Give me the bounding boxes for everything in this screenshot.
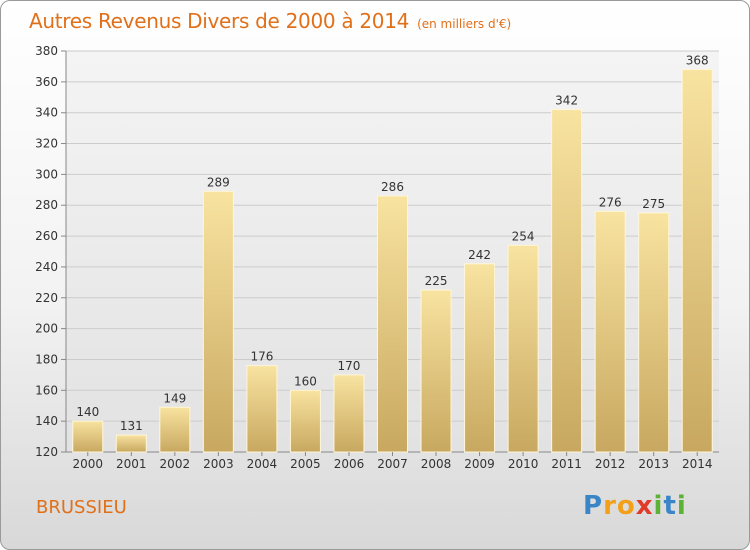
bar-value-label: 286 (381, 180, 404, 194)
logo-letter: x (635, 491, 654, 521)
bar-value-label: 368 (686, 54, 709, 68)
proxiti-logo: Proxiti (583, 491, 687, 521)
x-tick-label: 2001 (116, 457, 147, 471)
bar (246, 365, 278, 453)
x-tick-label: 2012 (595, 457, 626, 471)
logo-letter: P (583, 491, 604, 521)
bar-value-label: 131 (120, 419, 143, 433)
logo-letter: o (616, 491, 636, 521)
bar (159, 406, 191, 453)
y-tick-label: 380 (35, 44, 58, 58)
x-tick-label: 2009 (464, 457, 495, 471)
bar (420, 289, 452, 453)
x-tick-label: 2011 (551, 457, 582, 471)
bar (594, 210, 626, 453)
logo-letter: r (603, 491, 617, 521)
bar-value-label: 276 (599, 195, 622, 209)
bar (551, 109, 583, 453)
x-tick-label: 2010 (508, 457, 539, 471)
y-tick-label: 220 (35, 291, 58, 305)
bar (681, 69, 713, 453)
x-tick-label: 2000 (72, 457, 103, 471)
x-tick-label: 2003 (203, 457, 234, 471)
y-tick-label: 280 (35, 198, 58, 212)
bar (507, 244, 539, 453)
bar-value-label: 225 (425, 274, 448, 288)
x-tick-label: 2002 (160, 457, 191, 471)
bar (333, 374, 365, 453)
y-tick-label: 180 (35, 352, 58, 366)
y-tick-label: 160 (35, 383, 58, 397)
bar-value-label: 140 (76, 405, 99, 419)
y-tick-label: 320 (35, 137, 58, 151)
bar-value-label: 342 (555, 94, 578, 108)
x-tick-label: 2004 (247, 457, 278, 471)
y-tick-label: 240 (35, 260, 58, 274)
chart-title: Autres Revenus Divers de 2000 à 2014 (en … (29, 9, 511, 33)
bar (377, 195, 408, 453)
x-tick-label: 2005 (290, 457, 321, 471)
logo-letter: i (653, 491, 664, 521)
y-tick-label: 260 (35, 229, 58, 243)
bar (464, 263, 496, 453)
chart-title-text: Autres Revenus Divers de 2000 à 2014 (29, 9, 410, 33)
bar-value-label: 170 (338, 359, 361, 373)
bar-value-label: 254 (512, 229, 535, 243)
place-name: BRUSSIEU (36, 497, 127, 518)
y-tick-label: 340 (35, 106, 58, 120)
bar-value-label: 160 (294, 374, 317, 388)
bar (289, 389, 321, 453)
y-tick-label: 300 (35, 167, 58, 181)
bar (638, 212, 670, 453)
bar (72, 420, 104, 453)
y-tick-label: 120 (35, 445, 58, 459)
y-tick-label: 140 (35, 414, 58, 428)
bar-value-label: 275 (642, 197, 665, 211)
bar-value-label: 176 (250, 350, 273, 364)
bar-value-label: 149 (163, 391, 186, 405)
x-tick-label: 2007 (377, 457, 408, 471)
bar (202, 190, 234, 453)
logo-letter: t (663, 491, 677, 521)
bar (115, 434, 147, 453)
bar-value-label: 289 (207, 175, 230, 189)
x-tick-label: 2014 (682, 457, 713, 471)
y-tick-label: 360 (35, 75, 58, 89)
x-tick-label: 2006 (334, 457, 365, 471)
logo-letter: i (676, 491, 687, 521)
bar-value-label: 242 (468, 248, 491, 262)
chart-unit-note: (en milliers d'€) (417, 17, 512, 31)
x-tick-label: 2008 (421, 457, 452, 471)
x-tick-label: 2013 (638, 457, 669, 471)
y-tick-label: 200 (35, 322, 58, 336)
